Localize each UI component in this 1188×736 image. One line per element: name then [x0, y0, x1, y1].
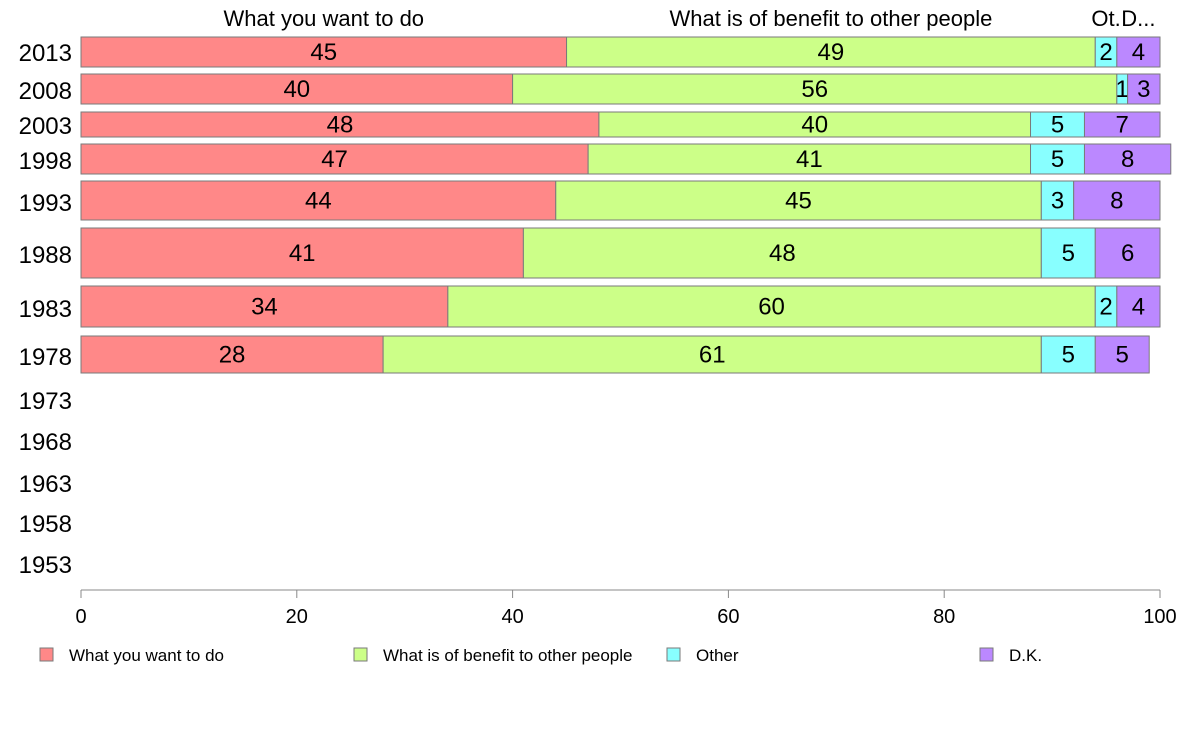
y-tick-label-2003: 2003	[19, 113, 72, 140]
data-label-2013-s2: 2	[1099, 39, 1112, 66]
y-tick-label-2008: 2008	[19, 78, 72, 105]
legend: What you want to do What is of benefit to…	[39, 646, 1042, 665]
top-series-labels: What you want to do What is of benefit to…	[223, 6, 1155, 31]
legend-swatch-s3	[979, 647, 994, 662]
data-label-1983-s1: 60	[758, 294, 785, 321]
data-label-1993-s1: 45	[785, 188, 812, 215]
data-label-1983-s2: 2	[1099, 294, 1112, 321]
data-label-1978-s3: 5	[1116, 342, 1129, 369]
data-label-2008-s1: 56	[801, 76, 828, 103]
data-label-1988-s0: 41	[289, 240, 316, 267]
bar-segment-1978-s1	[382, 335, 1042, 374]
data-label-1983-s3: 4	[1132, 294, 1145, 321]
bar-segment-1993-s3	[1073, 180, 1161, 221]
data-label-2003-s2: 5	[1051, 112, 1064, 139]
x-tick-label-0: 0	[75, 606, 86, 628]
bar-segment-1978-s2	[1040, 335, 1096, 374]
y-tick-label-1958: 1958	[19, 511, 72, 538]
data-label-2008-s2: 1	[1116, 76, 1129, 103]
legend-label-s0: What you want to do	[69, 646, 224, 665]
data-label-1978-s2: 5	[1062, 342, 1075, 369]
bar-segment-2008-s3	[1127, 73, 1161, 105]
y-tick-label-2013: 2013	[19, 40, 72, 67]
bar-segment-2013-s0	[80, 36, 568, 68]
bar-segment-1988-s0	[80, 227, 524, 279]
y-tick-label-1973: 1973	[19, 388, 72, 415]
data-label-2003-s0: 48	[327, 112, 354, 139]
bar-segment-2008-s1	[512, 73, 1118, 105]
data-label-1998-s3: 8	[1121, 146, 1134, 173]
y-tick-label-1968: 1968	[19, 429, 72, 456]
data-label-1988-s2: 5	[1062, 240, 1075, 267]
x-tick-label-100: 100	[1143, 606, 1176, 628]
bar-segment-2008-s0	[80, 73, 514, 105]
top-label-s1: What is of benefit to other people	[669, 6, 992, 31]
x-tick-label-40: 40	[501, 606, 523, 628]
x-tick-label-80: 80	[933, 606, 955, 628]
y-tick-label-1988: 1988	[19, 242, 72, 269]
bar-segment-1993-s2	[1040, 180, 1075, 221]
data-label-1993-s0: 44	[305, 188, 332, 215]
bar-segment-1998-s3	[1083, 143, 1172, 175]
legend-label-s1: What is of benefit to other people	[383, 646, 633, 665]
data-label-1983-s0: 34	[251, 294, 278, 321]
bar-segment-1993-s1	[555, 180, 1042, 221]
data-label-1978-s1: 61	[699, 342, 726, 369]
top-label-s3: D...	[1121, 6, 1155, 31]
legend-swatch-s0	[39, 647, 54, 662]
legend-swatch-s1	[353, 647, 368, 662]
x-tick-label-20: 20	[286, 606, 308, 628]
top-label-s2: Ot.	[1091, 6, 1120, 31]
data-label-1998-s0: 47	[321, 146, 348, 173]
bar-segment-1988-s1	[522, 227, 1042, 279]
top-label-s0: What you want to do	[223, 6, 424, 31]
y-axis-labels: 2013 2008 2003 1998 1993 1988 1983 1978 1973 1968…	[19, 40, 72, 579]
y-tick-label-1998: 1998	[19, 148, 72, 175]
bar-segment-1998-s1	[587, 143, 1032, 175]
data-label-1988-s3: 6	[1121, 240, 1134, 267]
data-label-1998-s2: 5	[1051, 146, 1064, 173]
legend-label-s3: D.K.	[1009, 646, 1042, 665]
bar-segment-2003-s0	[80, 111, 600, 138]
data-label-1988-s1: 48	[769, 240, 796, 267]
data-label-2013-s1: 49	[818, 39, 845, 66]
y-tick-label-1993: 1993	[19, 190, 72, 217]
legend-swatch-s2	[666, 647, 681, 662]
y-tick-label-1978: 1978	[19, 344, 72, 371]
bar-segment-2013-s3	[1116, 36, 1161, 68]
bar-segment-1983-s1	[447, 285, 1096, 328]
data-label-2008-s3: 3	[1137, 76, 1150, 103]
x-axis: 0 20 40 60 80 100	[75, 589, 1177, 628]
bar-segment-2013-s1	[566, 36, 1096, 68]
data-label-1998-s1: 41	[796, 146, 823, 173]
bar-segment-1978-s3	[1094, 335, 1150, 374]
bar-segment-1993-s0	[80, 180, 557, 221]
bar-segment-2003-s1	[598, 111, 1032, 138]
data-label-2008-s0: 40	[283, 76, 310, 103]
data-label-2003-s3: 7	[1116, 112, 1129, 139]
y-tick-label-1963: 1963	[19, 471, 72, 498]
data-label-1993-s3: 8	[1110, 188, 1123, 215]
bar-segment-1983-s0	[80, 285, 449, 328]
bar-segment-1998-s0	[80, 143, 589, 175]
data-label-1993-s2: 3	[1051, 188, 1064, 215]
x-tick-label-60: 60	[717, 606, 739, 628]
data-label-2003-s1: 40	[801, 112, 828, 139]
data-label-2013-s3: 4	[1132, 39, 1145, 66]
y-tick-label-1953: 1953	[19, 552, 72, 579]
bar-segment-1983-s3	[1116, 285, 1161, 328]
bar-segment-1988-s3	[1094, 227, 1161, 279]
data-label-1978-s0: 28	[219, 342, 246, 369]
bars-group: 45 49 2 440 56 1 348 40 5 747 41 5 844 45 3 841 48 5 634 60…	[80, 36, 1172, 374]
bar-segment-2003-s3	[1083, 111, 1161, 138]
data-label-2013-s0: 45	[310, 39, 337, 66]
y-tick-label-1983: 1983	[19, 296, 72, 323]
legend-label-s2: Other	[696, 646, 739, 665]
